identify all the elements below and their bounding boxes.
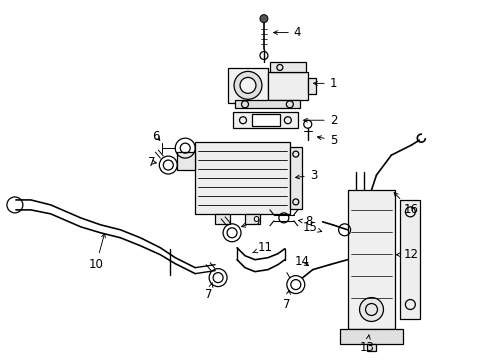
Polygon shape xyxy=(233,112,297,128)
Circle shape xyxy=(234,71,262,99)
Circle shape xyxy=(359,298,383,321)
Text: 14: 14 xyxy=(294,255,309,268)
Text: 7: 7 xyxy=(282,290,290,311)
Text: 12: 12 xyxy=(396,248,418,261)
Polygon shape xyxy=(347,190,395,329)
Text: 5: 5 xyxy=(317,134,336,147)
Text: 4: 4 xyxy=(273,26,301,39)
Text: 6: 6 xyxy=(152,130,160,143)
Polygon shape xyxy=(307,78,315,94)
Text: 16: 16 xyxy=(393,193,418,216)
Text: 10: 10 xyxy=(88,234,105,271)
Polygon shape xyxy=(339,329,403,345)
Polygon shape xyxy=(289,147,301,209)
Polygon shape xyxy=(244,214,260,224)
Polygon shape xyxy=(195,142,289,214)
Text: 9: 9 xyxy=(241,215,259,228)
Polygon shape xyxy=(366,345,376,351)
Polygon shape xyxy=(400,200,420,319)
Text: 7: 7 xyxy=(148,156,156,168)
Polygon shape xyxy=(251,114,279,126)
Text: 15: 15 xyxy=(302,221,321,234)
Polygon shape xyxy=(235,100,299,108)
Text: 11: 11 xyxy=(252,241,272,254)
Polygon shape xyxy=(177,152,195,170)
Text: 3: 3 xyxy=(295,168,317,181)
Text: 2: 2 xyxy=(303,114,337,127)
Circle shape xyxy=(240,77,255,93)
Polygon shape xyxy=(269,62,305,72)
Text: 13: 13 xyxy=(359,335,374,354)
Polygon shape xyxy=(227,68,267,103)
Text: 7: 7 xyxy=(205,283,212,301)
Polygon shape xyxy=(267,72,307,100)
Text: 1: 1 xyxy=(313,77,337,90)
Circle shape xyxy=(260,15,267,23)
Polygon shape xyxy=(215,214,229,224)
Text: 8: 8 xyxy=(298,215,311,228)
